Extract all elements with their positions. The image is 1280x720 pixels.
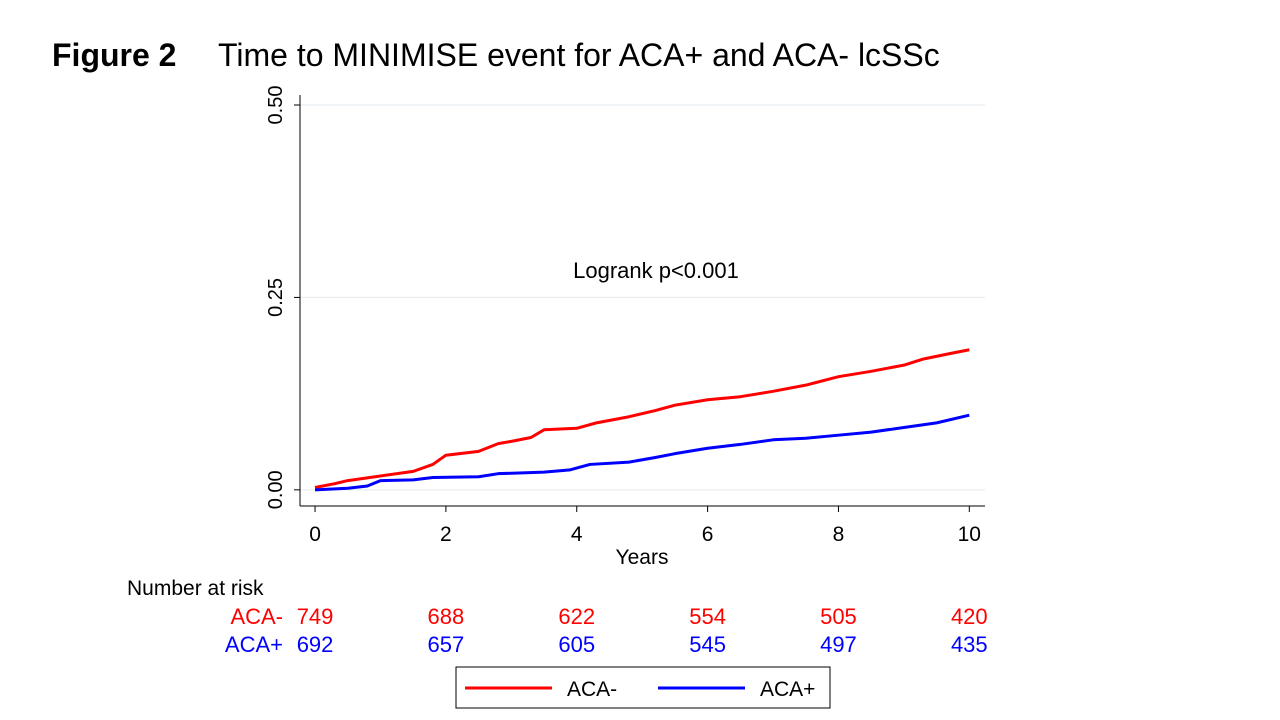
chart-title: Time to MINIMISE event for ACA+ and ACA-…	[218, 37, 940, 73]
x-tick-label: 6	[702, 523, 714, 546]
x-tick-label: 2	[440, 523, 452, 546]
x-tick-label: 0	[309, 523, 321, 546]
risk-value: 497	[820, 632, 857, 657]
risk-value: 749	[297, 604, 334, 629]
series-line	[314, 348, 970, 489]
legend-label: ACA+	[760, 678, 815, 701]
series-line	[314, 413, 970, 492]
risk-value: 505	[820, 604, 857, 629]
risk-value: 657	[428, 632, 465, 657]
risk-value: 605	[558, 632, 595, 657]
y-tick-label: 0.25	[265, 278, 287, 317]
annotation: Logrank p<0.001	[573, 258, 739, 283]
legend-box	[455, 666, 831, 709]
risk-value: 420	[951, 604, 988, 629]
figure-label: Figure 2	[52, 37, 176, 73]
y-tick-label: 0.50	[265, 86, 287, 125]
risk-value: 554	[689, 604, 726, 629]
risk-value: 692	[297, 632, 334, 657]
risk-value: 688	[428, 604, 465, 629]
risk-value: 622	[558, 604, 595, 629]
x-tick-label: 4	[571, 523, 583, 546]
risk-table-title: Number at risk	[127, 577, 264, 600]
x-axis-label: Years	[616, 546, 669, 569]
x-tick-label: 8	[833, 523, 845, 546]
legend-label: ACA-	[567, 678, 617, 701]
risk-value: 435	[951, 632, 988, 657]
risk-row-label: ACA-	[230, 604, 283, 629]
risk-row-label: ACA+	[225, 632, 283, 657]
x-tick-label: 10	[958, 523, 981, 546]
risk-value: 545	[689, 632, 726, 657]
y-tick-label: 0.00	[265, 470, 287, 509]
